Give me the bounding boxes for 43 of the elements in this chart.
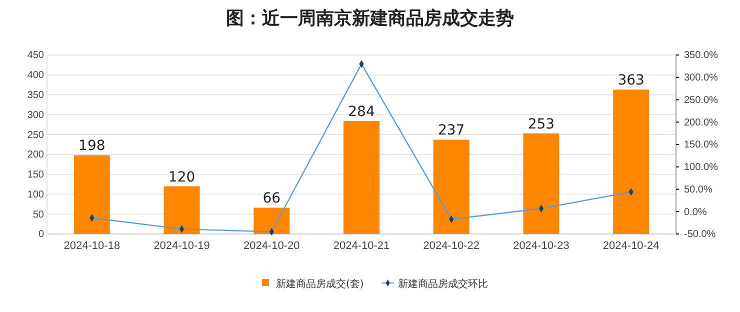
data-label: 284 — [348, 104, 375, 120]
y2-tick-label: 200.0% — [684, 117, 718, 128]
bar — [74, 155, 110, 234]
bar — [254, 208, 290, 234]
bar — [523, 133, 560, 234]
y-tick-label: 400 — [27, 70, 44, 82]
bar — [433, 140, 470, 234]
y-tick-label: 300 — [27, 110, 44, 121]
x-tick-label: 2024-10-23 — [513, 240, 570, 252]
y2-tick-label: 50.0% — [684, 184, 712, 196]
y2-tick-label: 100.0% — [684, 162, 718, 174]
y-tick-label: 200 — [27, 150, 44, 161]
x-tick-label: 2024-10-18 — [64, 240, 120, 252]
data-label: 198 — [78, 138, 106, 154]
x-tick-label: 2024-10-20 — [244, 240, 300, 252]
y-tick-label: 100 — [27, 189, 44, 200]
data-label: 237 — [438, 122, 465, 139]
x-tick-label: 2024-10-22 — [423, 240, 480, 252]
x-tick-label: 2024-10-21 — [333, 240, 390, 252]
legend-label: 新建商品房成交环比 — [398, 278, 488, 290]
chart-title: 图：近一周南京新建商品房成交走势 — [226, 8, 514, 29]
y-tick-label: 450 — [27, 50, 44, 62]
data-label: 363 — [618, 72, 644, 89]
y-tick-label: 350 — [27, 90, 44, 101]
y-tick-label: 0 — [38, 229, 44, 240]
y2-tick-label: 300.0% — [684, 72, 718, 84]
y-tick-label: 250 — [27, 130, 44, 141]
y2-tick-label: -50.0% — [684, 229, 716, 240]
legend-label: 新建商品房成交(套) — [276, 278, 364, 290]
y2-tick-label: 150.0% — [684, 140, 718, 151]
y2-tick-label: 350.0% — [684, 50, 718, 62]
y2-tick-label: 0.0% — [684, 206, 707, 218]
bar — [164, 186, 200, 234]
y2-tick-label: 250.0% — [684, 94, 718, 106]
x-tick-label: 2024-10-19 — [154, 240, 210, 252]
y-tick-label: 150 — [27, 170, 44, 181]
data-label: 253 — [528, 116, 555, 132]
data-label: 66 — [262, 190, 281, 207]
y-tick-label: 50 — [32, 209, 44, 220]
bar — [344, 121, 380, 234]
x-tick-label: 2024-10-24 — [602, 240, 660, 252]
data-label: 120 — [168, 169, 196, 186]
bar — [613, 90, 650, 234]
